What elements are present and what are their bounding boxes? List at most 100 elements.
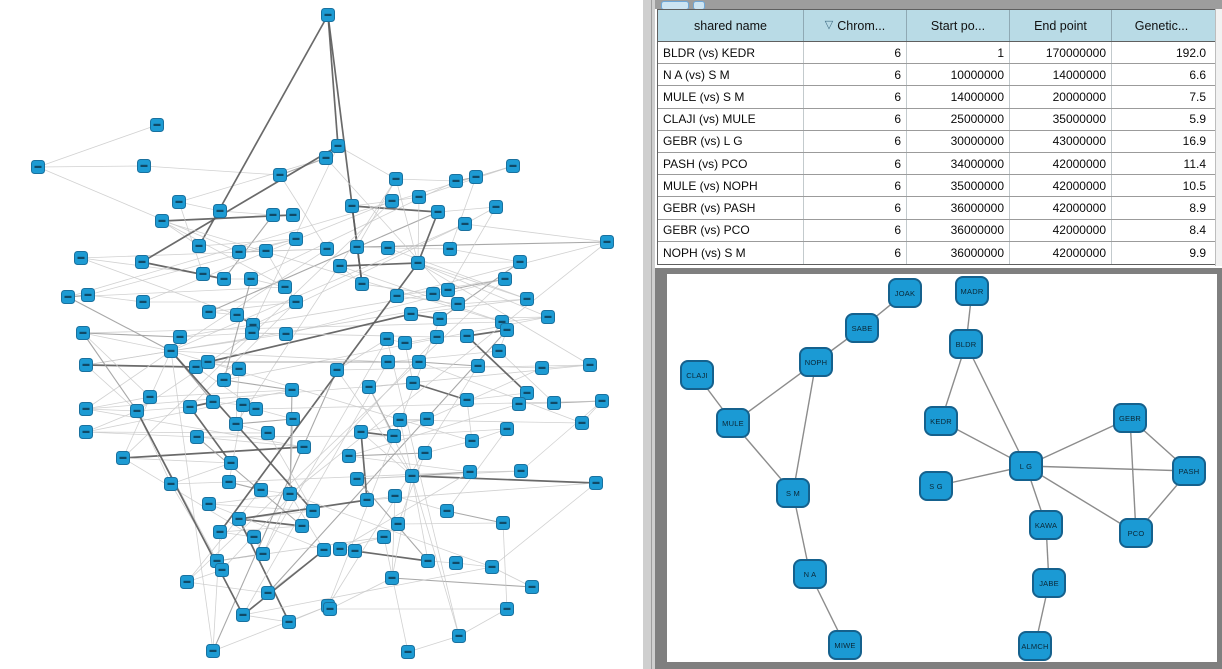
filter-icon[interactable]: ▽ — [824, 19, 834, 31]
table-cell[interactable]: 20000000 — [1010, 86, 1112, 108]
table-cell[interactable]: 43000000 — [1010, 130, 1112, 152]
graph-node[interactable]: S M — [776, 478, 810, 508]
table-cell[interactable]: 6 — [804, 130, 907, 152]
table-row[interactable]: N A (vs) S M 6 10000000 14000000 6.6 — [658, 64, 1215, 87]
graph-node[interactable]: S G — [919, 471, 953, 501]
table-row[interactable]: GEBR (vs) PASH 6 36000000 42000000 8.9 — [658, 197, 1215, 220]
column-header-shared-name[interactable]: shared name — [658, 10, 804, 41]
table-cell[interactable]: 25000000 — [907, 108, 1010, 130]
table-cell[interactable]: 192.0 — [1175, 45, 1206, 60]
table-cell[interactable]: 10.5 — [1182, 178, 1206, 193]
column-header-chromosome[interactable]: ▽ Chrom... — [804, 10, 907, 41]
table-cell[interactable]: 6 — [804, 64, 907, 86]
table-cell[interactable]: 6 — [804, 42, 907, 64]
node-label-smudge — [247, 277, 255, 280]
table-cell[interactable]: 14000000 — [907, 86, 1010, 108]
table-cell[interactable]: N A (vs) S M — [658, 64, 804, 86]
table-row[interactable]: GEBR (vs) L G 6 30000000 43000000 16.9 — [658, 130, 1215, 153]
table-row[interactable]: BLDR (vs) KEDR 6 1 170000000 192.0 — [658, 42, 1215, 65]
graph-node[interactable]: CLAJI — [680, 360, 714, 390]
graph-node[interactable]: ALMCH — [1018, 631, 1052, 661]
table-cell[interactable]: CLAJI (vs) MULE — [658, 108, 804, 130]
table-cell[interactable]: 7.5 — [1189, 89, 1206, 104]
overview-network-canvas[interactable] — [0, 0, 643, 669]
table-cell[interactable]: 14000000 — [1010, 64, 1112, 86]
table-cell[interactable]: 36000000 — [907, 219, 1010, 241]
graph-node[interactable]: N A — [793, 559, 827, 589]
table-cell[interactable]: MULE (vs) S M — [658, 86, 804, 108]
table-cell[interactable]: 6 — [804, 175, 907, 197]
graph-node[interactable]: KEDR — [924, 406, 958, 436]
node-label-smudge — [84, 293, 92, 296]
table-cell[interactable]: 42000000 — [1010, 197, 1112, 219]
graph-edge — [212, 531, 221, 652]
table-cell[interactable]: 36000000 — [907, 241, 1010, 264]
graph-node[interactable]: BLDR — [949, 329, 983, 359]
table-cell[interactable]: 6 — [804, 152, 907, 175]
table-cell[interactable]: 16.9 — [1182, 134, 1206, 149]
column-header-genetic[interactable]: Genetic... — [1112, 10, 1211, 41]
table-body: BLDR (vs) KEDR 6 1 170000000 192.0 N A (vs) S… — [658, 42, 1215, 264]
table-cell[interactable]: BLDR (vs) KEDR — [658, 42, 804, 64]
graph-node[interactable]: MIWE — [828, 630, 862, 660]
table-cell[interactable]: GEBR (vs) L G — [658, 130, 804, 152]
table-row[interactable]: PASH (vs) PCO 6 34000000 42000000 11.4 — [658, 152, 1215, 176]
graph-node[interactable]: PCO — [1119, 518, 1153, 548]
graph-node[interactable]: PASH — [1172, 456, 1206, 486]
graph-node[interactable]: MULE — [716, 408, 750, 438]
table-cell[interactable]: 5.9 — [1189, 112, 1206, 127]
graph-edge — [262, 493, 291, 555]
table-cell[interactable]: GEBR (vs) PCO — [658, 219, 804, 241]
graph-node[interactable]: MADR — [955, 276, 989, 306]
table-cell[interactable]: 34000000 — [907, 152, 1010, 175]
graph-edge — [85, 364, 197, 368]
table-row[interactable]: GEBR (vs) PCO 6 36000000 42000000 8.4 — [658, 219, 1215, 242]
table-cell[interactable]: 8.4 — [1189, 223, 1206, 238]
graph-node[interactable]: SABE — [845, 313, 879, 343]
table-cell[interactable]: 9.9 — [1189, 245, 1206, 260]
table-row[interactable]: CLAJI (vs) MULE 6 25000000 35000000 5.9 — [658, 108, 1215, 131]
graph-node[interactable]: GEBR — [1113, 403, 1147, 433]
table-cell[interactable]: 8.9 — [1189, 200, 1206, 215]
graph-edge — [67, 296, 172, 352]
table-cell[interactable]: 30000000 — [907, 130, 1010, 152]
node-label-smudge — [323, 247, 331, 250]
table-cell[interactable]: 170000000 — [1010, 42, 1112, 64]
column-header-start-position[interactable]: Start po... — [907, 10, 1010, 41]
graph-node[interactable]: L G — [1009, 451, 1043, 481]
table-cell[interactable]: 6 — [804, 197, 907, 219]
table-cell[interactable]: 35000000 — [907, 175, 1010, 197]
table-row[interactable]: NOPH (vs) S M 6 36000000 42000000 9.9 — [658, 241, 1215, 264]
table-cell[interactable]: 11.4 — [1183, 156, 1206, 171]
panel-divider[interactable] — [643, 0, 655, 669]
table-cell[interactable]: 36000000 — [907, 197, 1010, 219]
graph-node[interactable]: JOAK — [888, 278, 922, 308]
table-scrollbar-gutter[interactable] — [1215, 9, 1222, 266]
column-header-end-point[interactable]: End point — [1010, 10, 1112, 41]
node-label-smudge — [82, 363, 90, 366]
graph-node[interactable]: NOPH — [799, 347, 833, 377]
table-row[interactable]: MULE (vs) NOPH 6 35000000 42000000 10.5 — [658, 175, 1215, 198]
table-cell[interactable]: GEBR (vs) PASH — [658, 197, 804, 219]
node-label-smudge — [205, 310, 213, 313]
table-cell[interactable]: 42000000 — [1010, 152, 1112, 175]
graph-node[interactable]: KAWA — [1029, 510, 1063, 540]
table-cell[interactable]: 6 — [804, 219, 907, 241]
table-cell[interactable]: 6.6 — [1189, 67, 1206, 82]
graph-node[interactable]: JABE — [1032, 568, 1066, 598]
table-cell[interactable]: NOPH (vs) S M — [658, 241, 804, 264]
table-cell[interactable]: 6 — [804, 86, 907, 108]
table-cell[interactable]: 10000000 — [907, 64, 1010, 86]
graph-edge — [411, 475, 429, 562]
table-cell[interactable]: 6 — [804, 241, 907, 264]
table-cell[interactable]: 42000000 — [1010, 219, 1112, 241]
table-cell[interactable]: 42000000 — [1010, 175, 1112, 197]
table-cell[interactable]: PASH (vs) PCO — [658, 152, 804, 175]
table-cell[interactable]: MULE (vs) NOPH — [658, 175, 804, 197]
table-cell[interactable]: 42000000 — [1010, 241, 1112, 264]
table-cell[interactable]: 1 — [907, 42, 1010, 64]
node-label-smudge — [454, 302, 462, 305]
table-row[interactable]: MULE (vs) S M 6 14000000 20000000 7.5 — [658, 86, 1215, 109]
table-cell[interactable]: 6 — [804, 108, 907, 130]
table-cell[interactable]: 35000000 — [1010, 108, 1112, 130]
